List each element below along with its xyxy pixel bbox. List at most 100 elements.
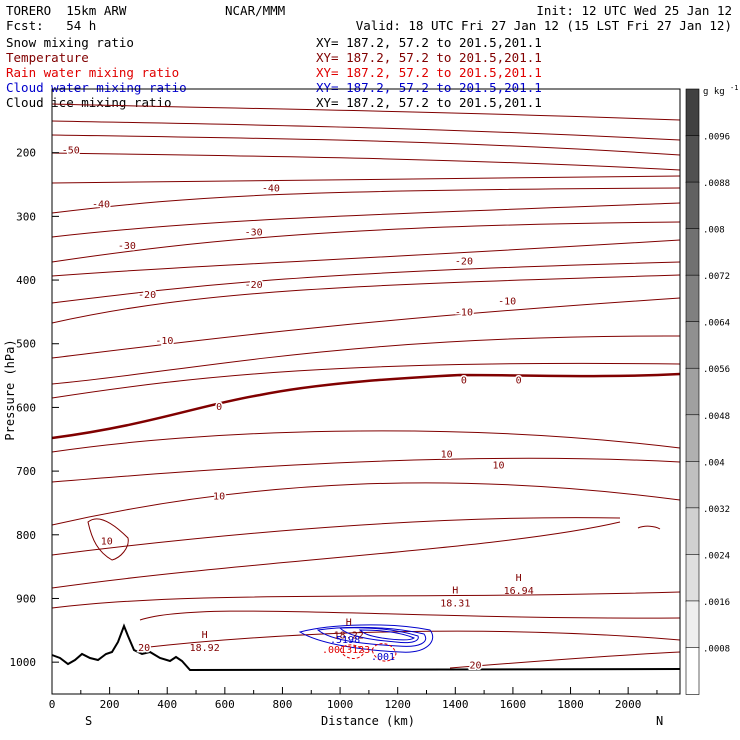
isotherm-line: [51, 103, 681, 121]
high-letter: H: [516, 573, 522, 584]
isotherm-label: -10: [155, 336, 173, 347]
isotherm-label: 10: [101, 537, 113, 548]
isotherm-line: [51, 517, 621, 556]
colorbar-label: .0016: [703, 598, 730, 608]
north-label: N: [656, 714, 663, 728]
colorbar-label: .0096: [703, 133, 730, 143]
plot-frame: [51, 88, 681, 695]
colorbar-label: .008: [703, 226, 725, 236]
colorbar-swatch: [685, 554, 700, 602]
y-axis-title: Pressure (hPa): [3, 339, 17, 440]
high-value: 18.22: [334, 631, 364, 642]
isotherm-label: -10: [498, 296, 516, 307]
field-xy-temperature: XY= 187.2, 57.2 to 201.5,201.1: [316, 50, 542, 65]
colorbar-label: .004: [703, 458, 725, 468]
isotherm-line: [51, 482, 681, 526]
x-tick-label: 0: [49, 698, 56, 711]
y-tick-label: 900: [16, 592, 36, 605]
isotherm-line: [51, 457, 681, 483]
high-letter: H: [346, 618, 352, 629]
isotherm-line: [51, 274, 681, 324]
high-value: 16.94: [504, 586, 534, 597]
colorbar-label: .0024: [703, 551, 730, 561]
x-tick-label: 2000: [615, 698, 642, 711]
isotherm-label: -20: [245, 280, 263, 291]
field-name-cloud-water: Cloud water mixing ratio: [6, 80, 187, 95]
x-tick-label: 800: [273, 698, 293, 711]
rain-contour: [371, 643, 397, 662]
south-label: S: [85, 714, 92, 728]
field-name-snow: Snow mixing ratio: [6, 35, 134, 50]
cloud-water-max-label: .5198: [330, 635, 360, 646]
colorbar-swatch: [685, 647, 700, 695]
freezing-level-line: [51, 372, 681, 440]
colorbar-label: .0056: [703, 365, 730, 375]
x-tick-label: 1200: [384, 698, 411, 711]
isotherm-line: [51, 261, 681, 304]
isotherm-label: 10: [213, 491, 225, 502]
high-value: 18.92: [190, 643, 220, 654]
x-tick-label: 1000: [327, 698, 354, 711]
isotherm-line: [51, 152, 681, 171]
extremum-labels: H 16.94 H 18.31 H 18.22 H 18.92: [190, 573, 534, 654]
colorbar-swatch: [685, 88, 700, 137]
init-time: Init: 12 UTC Wed 25 Jan 12: [536, 3, 732, 18]
isotherm-line: [51, 521, 621, 589]
high-letter: H: [202, 630, 208, 641]
isotherm-label: 0: [516, 375, 522, 386]
isotherm-line: [51, 335, 681, 385]
y-tick-label: 300: [16, 210, 36, 223]
field-xy-cloud-water: XY= 187.2, 57.2 to 201.5,201.1: [316, 80, 542, 95]
cloud-water-contour: [358, 629, 415, 641]
isotherm-line: [51, 362, 681, 399]
colorbar-label: .0064: [703, 319, 730, 329]
colorbar-swatch: [685, 600, 700, 649]
field-xy-cloud-ice: XY= 187.2, 57.2 to 201.5,201.1: [316, 95, 542, 110]
isotherm-line: [51, 430, 681, 453]
x-tick-label: 1400: [442, 698, 469, 711]
isotherm-label: -20: [138, 290, 156, 301]
cloud-water-contour: [338, 627, 419, 644]
field-xy-snow: XY= 187.2, 57.2 to 201.5,201.1: [316, 35, 542, 50]
y-tick-label: 400: [16, 274, 36, 287]
isotherm-label: 10: [492, 461, 504, 472]
colorbar-swatch: [685, 274, 700, 323]
isotherm-line: [87, 518, 129, 561]
colorbar-label: .0072: [703, 272, 730, 282]
temperature-isotherms: [51, 103, 681, 669]
contour-labels: -50 -40 -40 -30 -30 -20 -20 -20 -10 -10 -10 0 0 0 10 10…: [60, 144, 523, 673]
field-xy-rain: XY= 187.2, 57.2 to 201.5,201.1: [316, 65, 542, 80]
colorbar-swatch: [685, 228, 700, 276]
isotherm-line: [51, 175, 681, 184]
x-tick-label: 1800: [557, 698, 584, 711]
cloud-water-contour: [298, 624, 434, 653]
isotherm-label: -40: [92, 200, 110, 211]
colorbar-swatch: [685, 507, 700, 556]
colorbar-unit: g kg: [703, 87, 725, 97]
isotherm-line: [51, 187, 681, 214]
high-letter: H: [452, 586, 458, 597]
colorbar-label: .0032: [703, 505, 730, 515]
valid-time: Valid: 18 UTC Fri 27 Jan 12 (15 LST Fri …: [355, 18, 732, 33]
colorbar-swatch: [685, 461, 700, 509]
isotherm-label: 0: [461, 375, 467, 386]
isotherm-line: [449, 651, 681, 669]
center-name: NCAR/MMM: [225, 3, 286, 18]
colorbar: .0008 .0016 .0024 .0032 .004 .0048 .0056 .0064.…: [685, 88, 730, 695]
isotherm-label: -50: [62, 146, 80, 157]
y-tick-label: 800: [16, 529, 36, 542]
cloud-water-contours: [298, 624, 434, 653]
isotherm-label: -20: [455, 256, 473, 267]
forecast-hour: Fcst: 54 h: [6, 18, 97, 33]
model-title: TORERO 15km ARW: [6, 3, 127, 18]
isotherm-label: -10: [455, 307, 473, 318]
isotherm-label: 20: [138, 643, 150, 654]
x-tick-label: 1600: [500, 698, 527, 711]
isotherm-line: [51, 239, 681, 277]
isotherm-label: 10: [441, 449, 453, 460]
rain-contour: [339, 644, 365, 659]
isotherm-label: 20: [469, 661, 481, 672]
field-name-temperature: Temperature: [6, 50, 89, 65]
colorbar-label: .0048: [703, 412, 730, 422]
